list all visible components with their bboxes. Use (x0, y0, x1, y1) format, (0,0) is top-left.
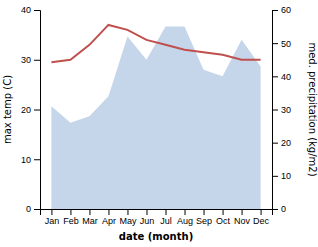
tick-label: 40 (21, 5, 31, 15)
tick-mark (108, 209, 109, 215)
tick: 0 (26, 204, 40, 214)
tick-label: 20 (21, 105, 31, 115)
tick: Jul (160, 209, 172, 226)
tick-label: Jul (160, 216, 172, 226)
axis-line (41, 210, 273, 216)
tick-label: 50 (281, 39, 291, 49)
chart: JanFebMar AprMayJun Jul AugSep OctNovDec 0 10 2… (0, 0, 318, 247)
plot-area: JanFebMar AprMayJun Jul AugSep OctNovDec 0 10 2… (2, 5, 318, 242)
tick-label: 0 (26, 204, 31, 214)
tick-mark (272, 110, 278, 111)
tick-label: Jan (45, 216, 60, 226)
tick: 40 (272, 72, 291, 82)
tick: Dec (253, 209, 270, 226)
tick-mark (89, 209, 90, 215)
axis-line (34, 11, 41, 210)
tick-label: 40 (281, 72, 291, 82)
tick-label: 10 (21, 155, 31, 165)
tick-label: Aug (177, 216, 193, 226)
tick: Jan (45, 209, 60, 226)
tick-mark (223, 209, 224, 215)
tick: 20 (21, 105, 40, 115)
tick: Apr (102, 209, 116, 226)
tick: 20 (272, 138, 291, 148)
tick-label: Sep (196, 216, 212, 226)
tick-mark (185, 209, 186, 215)
tick: Feb (63, 209, 79, 226)
marks (51, 25, 260, 209)
tick-label: May (119, 216, 137, 226)
tick-mark (34, 159, 40, 160)
tick-mark (127, 209, 128, 215)
axis-line (273, 11, 279, 210)
tick-mark (34, 60, 40, 61)
tick-mark (272, 143, 278, 144)
tick-mark (272, 10, 278, 11)
tick: Mar (82, 209, 98, 226)
tick-mark (272, 176, 278, 177)
tick-label: 20 (281, 138, 291, 148)
tick: 50 (272, 39, 291, 49)
x-axis-title: date (month) (119, 231, 193, 242)
tick-label: 0 (281, 204, 286, 214)
tick: 10 (21, 155, 40, 165)
tick-mark (272, 76, 278, 77)
tick-label: Apr (102, 216, 116, 226)
tick: 30 (21, 55, 40, 65)
tick-mark (204, 209, 205, 215)
tick-mark (242, 209, 243, 215)
tick-mark (272, 43, 278, 44)
tick-mark (34, 110, 40, 111)
y2-axis: 0 10 20 30 40 50 60 (272, 5, 291, 214)
tick: Oct (216, 209, 231, 226)
tick-label: Oct (216, 216, 231, 226)
tick: 0 (272, 204, 286, 214)
tick-label: Nov (234, 216, 251, 226)
tick-mark (34, 10, 40, 11)
tick-mark (34, 209, 40, 210)
temperature-line (51, 25, 260, 62)
tick: 40 (21, 5, 40, 15)
tick-mark (51, 209, 52, 215)
tick-label: 30 (281, 105, 291, 115)
tick: Sep (196, 209, 212, 226)
tick-mark (146, 209, 147, 215)
tick-label: Mar (82, 216, 98, 226)
y2-axis-title: med. precipitation (kg/m2) (307, 42, 318, 176)
tick-label: Dec (253, 216, 270, 226)
tick-mark (261, 209, 262, 215)
tick-mark (166, 209, 167, 215)
tick: 60 (272, 5, 291, 15)
tick-label: 10 (281, 171, 291, 181)
tick: 10 (272, 171, 291, 181)
tick-label: Jun (140, 216, 155, 226)
tick: Aug (177, 209, 193, 226)
y-axis: 0 10 20 30 40 (21, 5, 41, 214)
y-axis-title: max temp (C) (2, 75, 13, 144)
tick-label: 30 (21, 55, 31, 65)
precipitation-area (51, 27, 260, 209)
tick-label: Feb (63, 216, 79, 226)
tick: May (119, 209, 137, 226)
tick-label: 60 (281, 5, 291, 15)
tick-mark (272, 209, 278, 210)
x-axis: JanFebMar AprMayJun Jul AugSep OctNovDec (41, 209, 273, 226)
tick: 30 (272, 105, 291, 115)
tick: Nov (234, 209, 251, 226)
tick: Jun (140, 209, 155, 226)
tick-mark (70, 209, 71, 215)
